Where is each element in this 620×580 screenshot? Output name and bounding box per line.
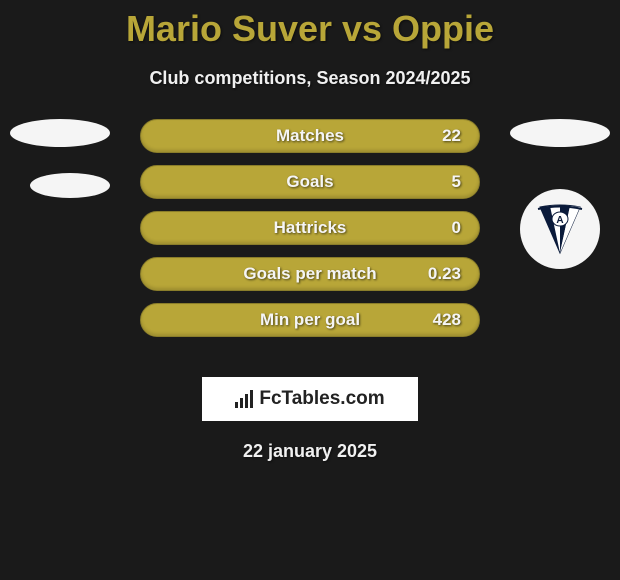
- bars-icon: [235, 390, 253, 408]
- stat-value: 0.23: [428, 264, 461, 284]
- stat-bar-matches: Matches 22: [140, 119, 480, 153]
- stat-bar-min-per-goal: Min per goal 428: [140, 303, 480, 337]
- date-label: 22 january 2025: [0, 441, 620, 462]
- subtitle: Club competitions, Season 2024/2025: [0, 68, 620, 89]
- stat-value: 0: [452, 218, 461, 238]
- stat-label: Goals per match: [243, 264, 376, 284]
- stat-bars: Matches 22 Goals 5 Hattricks 0 Goals per…: [140, 119, 480, 337]
- comparison-area: Matches 22 Goals 5 Hattricks 0 Goals per…: [0, 119, 620, 359]
- stat-label: Goals: [286, 172, 333, 192]
- page-title: Mario Suver vs Oppie: [0, 0, 620, 50]
- stat-value: 22: [442, 126, 461, 146]
- left-placeholder-ellipse-1: [10, 119, 110, 147]
- site-logo: FcTables.com: [202, 377, 418, 421]
- club-badge: A: [520, 189, 600, 269]
- svg-text:A: A: [556, 215, 563, 226]
- stat-label: Min per goal: [260, 310, 360, 330]
- club-pennant-icon: A: [532, 201, 588, 257]
- site-logo-text: FcTables.com: [259, 388, 384, 410]
- right-placeholder-ellipse: [510, 119, 610, 147]
- stat-label: Hattricks: [274, 218, 347, 238]
- stat-label: Matches: [276, 126, 344, 146]
- stat-value: 5: [452, 172, 461, 192]
- stat-bar-goals-per-match: Goals per match 0.23: [140, 257, 480, 291]
- stat-bar-goals: Goals 5: [140, 165, 480, 199]
- left-player-column: [10, 119, 110, 224]
- right-player-column: A: [510, 119, 610, 269]
- stat-value: 428: [433, 310, 461, 330]
- left-placeholder-ellipse-2: [30, 173, 110, 198]
- stat-bar-hattricks: Hattricks 0: [140, 211, 480, 245]
